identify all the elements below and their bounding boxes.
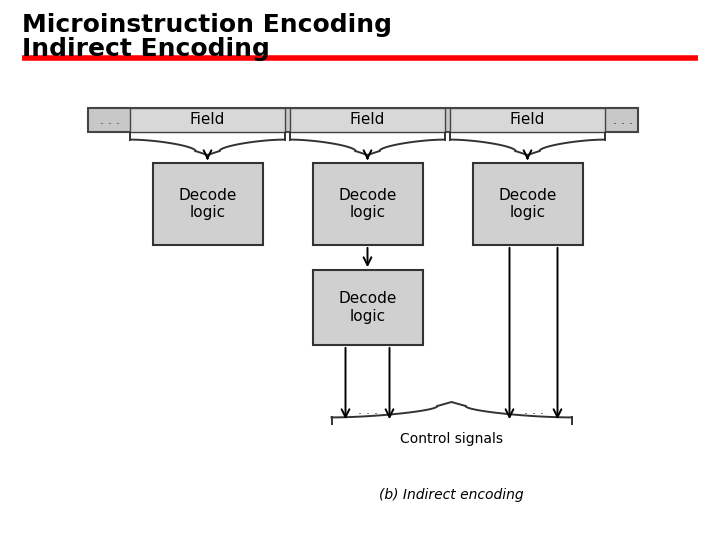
Text: . . .: . . . xyxy=(523,403,544,416)
Text: Field: Field xyxy=(350,112,385,127)
Text: . . .: . . . xyxy=(358,403,377,416)
Bar xyxy=(88,108,638,132)
Text: Decode
logic: Decode logic xyxy=(179,188,237,220)
Bar xyxy=(153,163,263,245)
Bar xyxy=(450,108,605,132)
Text: Decode
logic: Decode logic xyxy=(338,291,397,323)
Text: Microinstruction Encoding: Microinstruction Encoding xyxy=(22,13,392,37)
Bar xyxy=(130,108,285,132)
Text: . . .: . . . xyxy=(613,113,633,126)
Text: Decode
logic: Decode logic xyxy=(498,188,557,220)
Text: Control signals: Control signals xyxy=(400,432,503,446)
Bar xyxy=(312,163,423,245)
Bar xyxy=(290,108,445,132)
Text: Indirect Encoding: Indirect Encoding xyxy=(22,37,270,61)
Text: . . .: . . . xyxy=(100,113,120,126)
Text: (b) Indirect encoding: (b) Indirect encoding xyxy=(379,488,524,502)
Text: Field: Field xyxy=(190,112,225,127)
Text: Field: Field xyxy=(510,112,545,127)
Bar xyxy=(312,270,423,345)
Bar xyxy=(472,163,582,245)
Text: Decode
logic: Decode logic xyxy=(338,188,397,220)
